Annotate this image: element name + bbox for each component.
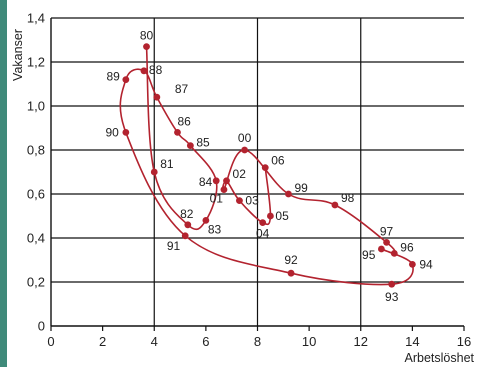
point-label: 04 [256,227,270,241]
point-label: 01 [210,192,224,206]
y-tick-label: 1,4 [27,11,45,26]
data-point [150,168,158,176]
x-axis-label: Arbetslöshet [405,351,475,365]
y-axis-label: Vakanser [11,29,25,81]
y-tick-label: 0,4 [27,231,45,246]
point-label: 91 [167,239,181,253]
data-point [174,129,181,136]
point-label: 98 [341,191,355,205]
point-label: 88 [149,63,163,77]
data-point [388,280,396,288]
side-stripe [0,0,7,367]
data-point [261,164,269,172]
point-label: 94 [419,257,433,271]
data-point [181,232,189,240]
y-tick-label: 1,0 [27,99,45,114]
point-label: 81 [160,157,174,171]
y-tick-label: 1,2 [27,55,45,70]
x-tick-label: 10 [302,334,316,349]
data-point [143,43,150,50]
data-point [267,212,274,220]
point-label: 92 [284,253,298,267]
data-point [390,250,398,257]
data-point [122,129,130,136]
x-tick-label: 16 [457,334,471,349]
data-point [122,76,130,83]
data-point [285,190,292,198]
point-label: 99 [294,181,308,195]
data-point [408,261,416,268]
data-point [259,219,267,227]
point-label: 93 [385,290,399,304]
x-tick-label: 4 [151,334,158,349]
data-point [223,177,230,185]
point-label: 96 [400,240,414,254]
y-tick-label: 0,6 [27,187,45,202]
x-tick-label: 8 [254,334,261,349]
x-tick-label: 12 [354,334,368,349]
data-point [186,142,194,150]
data-point [202,217,210,224]
point-label: 85 [196,136,210,150]
point-label: 03 [245,194,259,208]
data-point [287,269,295,277]
data-point [220,186,228,194]
point-label: 97 [380,224,394,238]
data-point [236,197,243,205]
point-label: 86 [177,114,191,128]
x-tick-label: 2 [99,334,106,349]
data-point [241,146,248,154]
point-label: 80 [140,29,154,43]
x-tick-label: 14 [405,334,419,349]
data-point [331,201,339,209]
point-label: 95 [362,248,376,262]
point-label: 06 [271,154,285,168]
point-label: 05 [275,209,289,223]
y-tick-label: 0,2 [27,275,45,290]
x-tick-label: 0 [47,334,54,349]
data-point [383,239,390,246]
point-label: 87 [175,82,189,96]
data-point [184,221,192,229]
point-label: 02 [233,167,247,181]
data-point [212,177,220,185]
point-label: 90 [105,125,119,139]
y-tick-label: 0,8 [27,143,45,158]
point-label: 82 [180,207,194,221]
point-label: 84 [199,175,213,189]
data-point [153,93,161,101]
point-label: 83 [208,222,222,236]
x-tick-label: 6 [202,334,209,349]
point-label: 89 [106,70,120,84]
data-point [378,245,385,253]
y-tick-label: 0 [38,319,45,334]
point-label: 00 [238,131,252,145]
data-point [140,67,148,75]
